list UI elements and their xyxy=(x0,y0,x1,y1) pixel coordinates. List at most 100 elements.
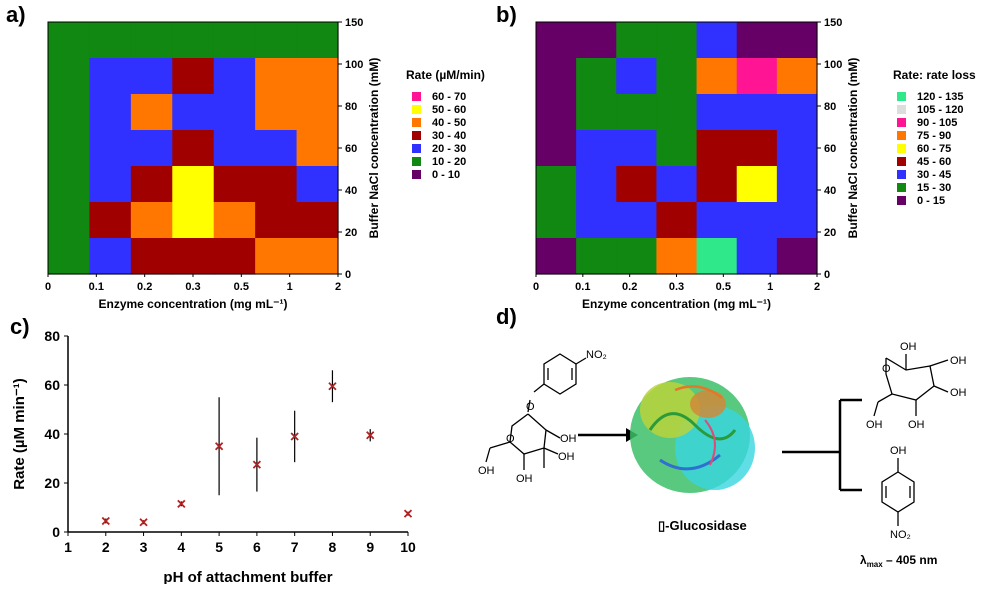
heatmap-a-cell xyxy=(255,58,298,95)
x-tick-label-a: 0.3 xyxy=(185,281,200,293)
glucose-oh-4: OH xyxy=(908,419,925,431)
y-tick-label-b: 100 xyxy=(824,59,842,71)
y-tick-label-a: 20 xyxy=(345,227,357,239)
panel-label-c: c) xyxy=(10,314,30,339)
legend-a-item: 10 - 20 xyxy=(412,155,485,168)
reaction-scheme: NO₂ O O OH OH OH OH ▯-Glucosidase xyxy=(460,330,993,584)
heatmap-a-cell xyxy=(296,238,339,275)
y-tick-label-c: 40 xyxy=(44,426,60,442)
legend-b-label: 15 - 30 xyxy=(917,181,952,194)
x-axis-label-c: pH of attachment buffer xyxy=(163,569,332,584)
heatmap-b-cell xyxy=(696,202,738,239)
legend-b-swatch xyxy=(897,118,906,127)
heatmap-b-cell xyxy=(576,58,617,95)
heatmap-b-cell xyxy=(656,94,698,131)
heatmap-a-cell xyxy=(213,58,256,95)
heatmap-a-cell xyxy=(48,202,91,239)
heatmap-a-cell xyxy=(89,94,132,131)
x-tick-label-a: 0.5 xyxy=(234,281,249,293)
x-tick-label-b: 0.2 xyxy=(622,281,637,293)
legend-b: Rate: rate loss 120 - 135 105 - 120 90 - 1… xyxy=(893,68,976,207)
heatmap-b-cell xyxy=(536,22,577,59)
y-tick-label-c: 80 xyxy=(44,328,60,344)
y-tick-label-a: 150 xyxy=(345,17,363,29)
substrate-oh-4: OH xyxy=(478,465,495,477)
nitrophenol-no2-label: NO₂ xyxy=(890,529,911,541)
x-tick-label-b: 0 xyxy=(533,281,539,293)
y-axis-label-c: Rate (µM min⁻¹) xyxy=(11,378,28,490)
heatmap-a-cell xyxy=(172,202,215,239)
y-tick-label-c: 60 xyxy=(44,377,60,393)
x-tick-label-c: 3 xyxy=(140,539,148,555)
legend-b-item: 45 - 60 xyxy=(897,155,976,168)
legend-b-item: 120 - 135 xyxy=(897,90,976,103)
y-axis-label-b: Buffer NaCl concentration (mM) xyxy=(846,58,860,239)
legend-b-item: 30 - 45 xyxy=(897,168,976,181)
heatmap-a-cell xyxy=(172,130,215,167)
heatmap-b-cell xyxy=(616,58,658,95)
heatmap-b-cell xyxy=(696,238,738,275)
heatmap-a-cell xyxy=(89,238,132,275)
y-tick-label-b: 40 xyxy=(824,185,836,197)
heatmap-b-cell xyxy=(616,238,658,275)
legend-b-item: 0 - 15 xyxy=(897,194,976,207)
heatmap-a-cell xyxy=(255,166,298,203)
legend-b-label: 105 - 120 xyxy=(917,103,964,116)
substrate-oh-3: OH xyxy=(516,473,533,485)
heatmap-a-cell xyxy=(213,130,256,167)
panel-label-b: b) xyxy=(496,2,517,27)
heatmap-a-cell xyxy=(296,130,339,167)
heatmap-b-cell xyxy=(736,94,778,131)
heatmap-a-cell xyxy=(89,202,132,239)
heatmap-b-cell xyxy=(736,238,778,275)
legend-b-item: 15 - 30 xyxy=(897,181,976,194)
heatmap-a-cell xyxy=(296,166,339,203)
heatmap-a-cell xyxy=(48,22,91,59)
heatmap-a-cell xyxy=(255,22,298,59)
legend-a-swatch xyxy=(412,105,421,114)
glucose-ring-o: O xyxy=(882,363,891,375)
x-axis-label-b: Enzyme concentration (mg mL⁻¹) xyxy=(582,297,771,311)
heatmap-a-cell xyxy=(213,166,256,203)
legend-a-swatch xyxy=(412,92,421,101)
heatmap-b-cell xyxy=(696,130,738,167)
heatmap-b-cell xyxy=(616,202,658,239)
legend-a-item: 60 - 70 xyxy=(412,90,485,103)
heatmap-a-cell xyxy=(172,22,215,59)
x-tick-label-a: 0.2 xyxy=(137,281,152,293)
glucose-oh-1: OH xyxy=(900,341,917,353)
x-tick-label-b: 0.1 xyxy=(575,281,590,293)
x-tick-label-b: 2 xyxy=(814,281,820,293)
heatmap-b-cell xyxy=(696,58,738,95)
heatmap-b-cell xyxy=(776,58,818,95)
heatmap-b-cell xyxy=(776,94,818,131)
heatmap-b-cell xyxy=(776,238,818,275)
heatmap-a-cell xyxy=(213,238,256,275)
heatmap-a-cell xyxy=(48,58,91,95)
x-tick-label-a: 0.1 xyxy=(89,281,104,293)
legend-b-swatch xyxy=(897,157,906,166)
y-tick-label-a: 40 xyxy=(345,185,357,197)
legend-b-swatch xyxy=(897,92,906,101)
x-tick-label-b: 0.3 xyxy=(669,281,684,293)
heatmap-a-cell xyxy=(48,130,91,167)
heatmap-a-cell xyxy=(130,58,173,95)
x-tick-label-a: 0 xyxy=(45,281,51,293)
legend-a-label: 20 - 30 xyxy=(432,142,467,155)
heatmap-a-cell xyxy=(89,166,132,203)
heatmap-b-cell xyxy=(616,166,658,203)
y-tick-label-c: 0 xyxy=(52,524,60,540)
heatmap-b-cell xyxy=(536,58,577,95)
heatmap-a-cell xyxy=(48,166,91,203)
legend-b-item: 105 - 120 xyxy=(897,103,976,116)
heatmap-a-cell xyxy=(172,58,215,95)
x-tick-label-a: 1 xyxy=(287,281,293,293)
legend-a-swatch xyxy=(412,157,421,166)
ring-o-label: O xyxy=(506,433,515,445)
heatmap-b-cell xyxy=(736,166,778,203)
enzyme-structure xyxy=(630,377,755,493)
heatmap-b-cell xyxy=(536,130,577,167)
legend-b-label: 75 - 90 xyxy=(917,129,952,142)
legend-b-swatch xyxy=(897,196,906,205)
substrate-no2-label: NO₂ xyxy=(586,349,607,361)
